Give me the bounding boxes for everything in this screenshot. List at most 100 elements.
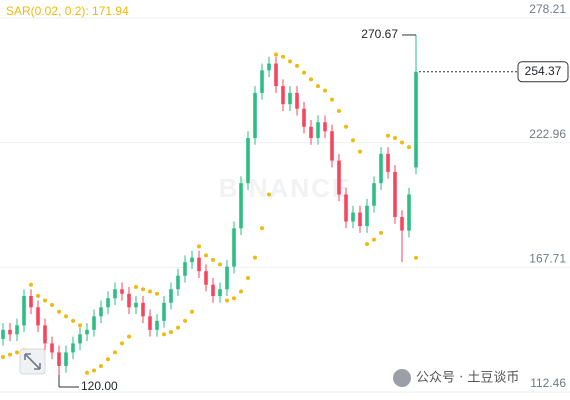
candle-body [204,271,208,285]
sar-dot [414,255,418,260]
sar-dot [365,242,369,247]
candle-body [22,296,26,326]
sar-dot [218,262,222,267]
last-price-box [517,61,569,83]
candle-body [253,92,257,139]
candle-body [155,320,159,330]
candle-body [246,138,250,184]
sar-dot [225,298,229,303]
sar-dot [36,294,40,299]
candle-body [323,122,327,132]
sar-dot [29,282,33,287]
candle-body [78,334,82,344]
sar-dot [141,287,145,292]
sar-dot [8,352,12,357]
min-label: 120.00 [81,379,118,393]
sar-dot [393,136,397,141]
sar-dot [78,323,82,328]
candle-body [183,262,187,276]
candle-body [211,284,215,297]
candle-body [176,275,180,290]
sar-dot [99,363,103,368]
candle-body [337,160,341,195]
sar-dot [15,350,19,355]
sar-dot [274,52,278,57]
candle-body [407,194,411,231]
watermark: BINANCE [219,173,351,203]
sar-dot [85,370,89,375]
last-price-label: 254.37 [525,64,562,78]
indicator-label: SAR(0.02, 0.2): 171.94 [6,4,129,18]
sar-dot [64,314,68,319]
candle-body [64,352,68,366]
candle-body [113,289,117,299]
sar-dot [204,253,208,258]
candle-body [15,325,19,335]
candle-body [330,131,334,161]
sar-dot [162,332,166,337]
candle-body [239,183,243,229]
sar-dot [267,192,271,197]
sar-dot [288,59,292,64]
sar-dot [372,237,376,242]
candle-body [295,92,299,109]
sar-dot [106,357,110,362]
sar-dot [57,309,61,314]
sar-dot [197,244,201,249]
footer-watermark-group: 公众号 · 土豆谈币 [393,369,519,387]
sar-dot [337,108,341,113]
expand-glyph [24,353,41,370]
candle-body [393,171,397,218]
candle-body [344,194,348,222]
sar-dot [134,284,138,289]
candle-body [351,212,355,222]
candle-body [274,63,278,87]
sar-dot [330,97,334,102]
candle-body [197,257,201,272]
sar-dot [407,145,411,150]
candle-body [141,302,145,317]
sar-dot [316,84,320,89]
candle-body [43,325,47,344]
candle-body [267,63,271,71]
candle-body [127,293,131,308]
candle-body [358,212,362,227]
candle-body [120,289,124,294]
footer-watermark: 公众号 · 土豆谈币 [416,371,519,386]
candle-body [106,298,110,308]
candle-body [302,108,306,127]
candle-body [288,92,292,105]
candle-body [400,217,404,231]
y-tick-label: 278.21 [529,2,566,16]
sar-dot [309,77,313,82]
sar-dot [120,341,124,346]
sar-dot [379,230,383,235]
candle-body [85,329,89,335]
sar-dot [344,124,348,129]
candle-body [260,70,264,93]
sar-dot [260,226,264,231]
candle-body [414,71,418,168]
candle-body [365,205,369,227]
candle-body [218,289,222,297]
expand-icon[interactable] [19,348,46,375]
candle-body [36,307,40,326]
sar-dot [190,309,194,314]
candle-body [134,302,138,308]
sar-dot [127,334,131,339]
candle-body [162,302,166,321]
sar-dot [211,257,215,262]
candle-body [29,296,33,308]
sar-dot [302,70,306,75]
candle-body [379,153,383,184]
sar-dot [246,275,250,280]
y-tick-label: 112.46 [530,376,566,390]
sar-dot [323,88,327,93]
sar-dot [50,303,54,308]
sar-dot [148,289,152,294]
candle-body [316,122,320,139]
candle-body [57,352,61,366]
candle-body [190,257,194,263]
sar-dot [358,149,362,154]
